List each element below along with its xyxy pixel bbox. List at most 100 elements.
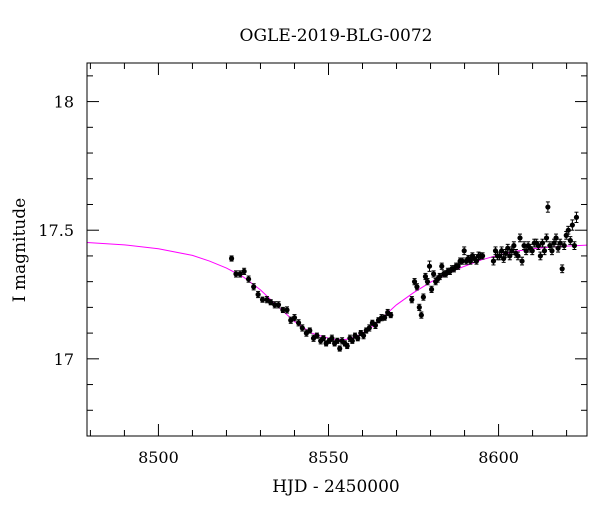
data-point xyxy=(426,260,433,272)
data-marker xyxy=(561,243,567,249)
data-point xyxy=(358,330,364,337)
data-point xyxy=(479,252,486,260)
data-marker xyxy=(280,307,286,313)
x-axis-label: HJD - 2450000 xyxy=(272,477,400,497)
data-marker xyxy=(228,255,235,262)
data-marker xyxy=(388,312,394,318)
data-point xyxy=(329,334,335,342)
data-marker xyxy=(344,343,350,349)
y-axis-label: I magnitude xyxy=(10,198,30,302)
data-marker xyxy=(549,248,555,254)
data-point xyxy=(237,270,243,278)
data-marker xyxy=(307,327,313,334)
data-marker xyxy=(490,258,497,264)
data-marker xyxy=(430,271,437,277)
data-marker xyxy=(535,243,541,249)
data-point xyxy=(490,256,497,266)
data-point xyxy=(418,311,424,319)
data-marker xyxy=(275,302,282,308)
data-point xyxy=(414,283,420,291)
data-marker xyxy=(426,263,433,269)
data-marker xyxy=(553,235,559,241)
data-marker xyxy=(537,253,544,259)
data-point xyxy=(251,283,257,291)
data-point xyxy=(307,327,313,334)
data-point xyxy=(337,345,343,352)
data-marker xyxy=(334,338,340,344)
data-point xyxy=(299,324,305,332)
data-point xyxy=(245,275,252,283)
data-points-group xyxy=(228,201,580,352)
data-point xyxy=(344,342,350,350)
data-marker xyxy=(288,317,294,323)
data-marker xyxy=(428,286,435,292)
data-point xyxy=(461,246,467,256)
data-marker xyxy=(459,258,465,264)
y-tick-label: 17.5 xyxy=(38,221,74,240)
data-marker xyxy=(255,291,261,298)
data-marker xyxy=(411,279,418,285)
data-marker xyxy=(372,322,379,328)
data-point xyxy=(259,296,266,303)
data-marker xyxy=(565,227,571,233)
data-point xyxy=(517,233,523,243)
data-point xyxy=(241,267,247,275)
data-marker xyxy=(573,214,580,220)
data-marker xyxy=(314,333,320,339)
data-marker xyxy=(355,335,361,341)
data-marker xyxy=(237,271,243,277)
data-point xyxy=(272,301,278,309)
data-marker xyxy=(284,307,290,313)
data-point xyxy=(284,306,290,314)
data-marker xyxy=(299,325,305,331)
data-marker xyxy=(409,297,415,303)
data-point xyxy=(439,262,445,270)
data-point xyxy=(366,324,372,332)
data-point xyxy=(314,332,320,339)
data-point xyxy=(349,337,355,344)
data-point xyxy=(382,314,388,321)
data-point xyxy=(355,335,361,342)
data-marker xyxy=(557,240,563,246)
y-tick-label: 17 xyxy=(54,350,74,369)
data-marker xyxy=(505,245,511,251)
data-point xyxy=(543,233,550,243)
data-point xyxy=(320,335,326,342)
data-marker xyxy=(418,312,424,318)
data-marker xyxy=(517,235,523,241)
data-point xyxy=(388,312,394,319)
data-point xyxy=(372,321,379,329)
data-point xyxy=(459,257,465,265)
data-point xyxy=(264,296,270,304)
axes-group: 8500 8550 8600 17 17.5 18 xyxy=(38,62,588,467)
data-point xyxy=(529,246,535,256)
data-marker xyxy=(559,266,565,272)
data-point xyxy=(233,270,239,278)
data-point xyxy=(571,241,578,250)
data-marker xyxy=(329,335,335,341)
data-marker xyxy=(422,273,429,280)
data-point xyxy=(569,219,575,231)
data-point xyxy=(567,236,573,245)
data-marker xyxy=(567,237,573,244)
data-point xyxy=(565,225,571,235)
data-point xyxy=(323,340,329,347)
data-point xyxy=(409,296,415,304)
data-marker xyxy=(541,248,548,254)
data-point xyxy=(519,256,525,266)
data-marker xyxy=(414,284,420,290)
data-marker xyxy=(337,345,343,352)
data-point xyxy=(295,319,302,327)
x-tick-label: 8600 xyxy=(478,448,519,467)
data-marker xyxy=(543,235,550,241)
data-marker xyxy=(420,294,426,300)
x-tick-label: 8500 xyxy=(138,448,179,467)
data-point xyxy=(535,241,541,250)
data-marker xyxy=(455,263,461,269)
data-marker xyxy=(511,243,517,249)
data-point xyxy=(541,246,548,256)
data-marker xyxy=(264,297,270,303)
data-point xyxy=(268,299,274,306)
data-marker xyxy=(499,248,505,254)
